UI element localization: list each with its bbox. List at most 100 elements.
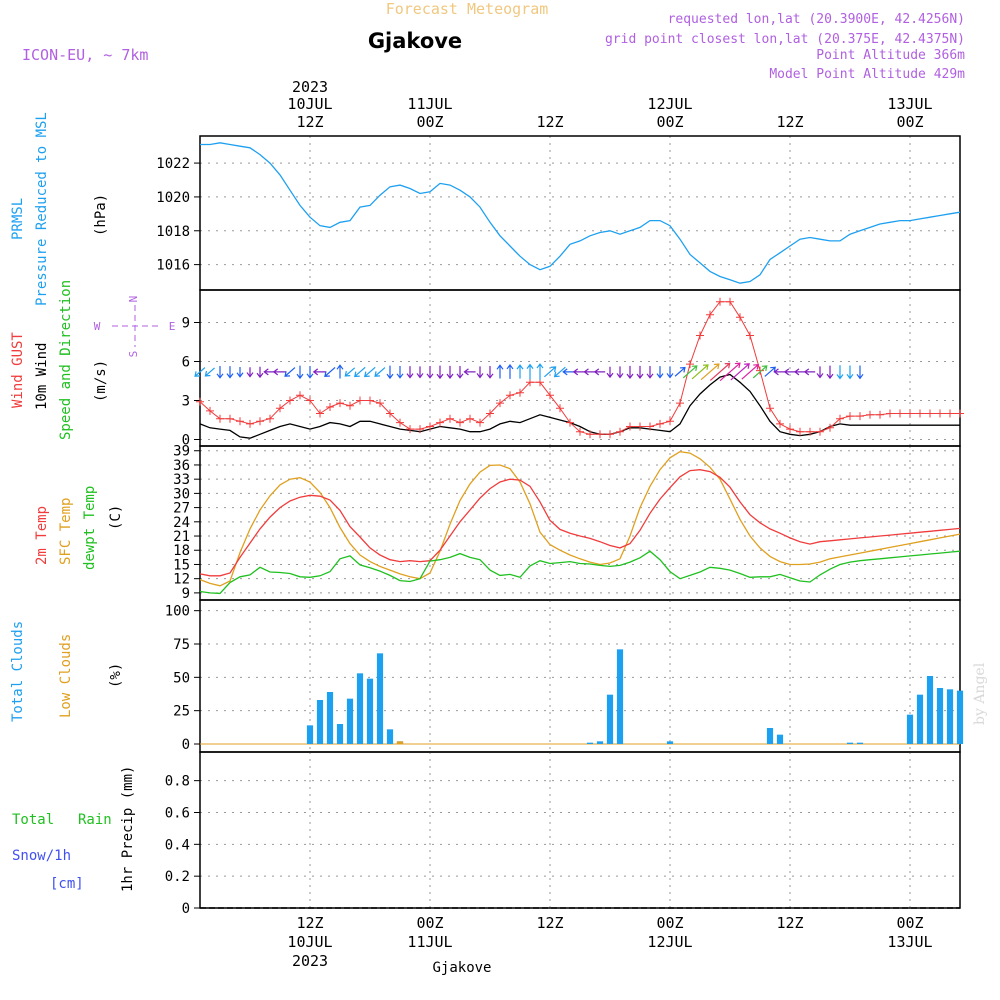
cloud-bar — [376, 653, 384, 744]
gust-marker — [346, 401, 354, 410]
temp-2m-label: 2m Temp — [34, 506, 50, 565]
temp-sfc-label: SFC Temp — [58, 498, 74, 565]
y-tick-label: 33 — [173, 472, 190, 488]
wind-arrow — [626, 365, 634, 379]
bottom-label-hour: 00Z — [896, 914, 923, 932]
compass-s: S — [127, 351, 140, 358]
compass-e: E — [169, 320, 176, 333]
cloud-bar — [846, 742, 854, 744]
pressure-line — [200, 142, 961, 284]
top-label-hour: 00Z — [416, 113, 443, 131]
temp-unit: (C) — [108, 505, 124, 530]
cloud-bar — [956, 690, 964, 744]
cloud-bar — [586, 742, 594, 744]
y-tick-label: 9 — [182, 316, 190, 332]
y-tick-label: 18 — [173, 543, 190, 559]
wind-arrow — [476, 366, 484, 379]
y-tick-label: 1016 — [156, 258, 190, 274]
cloud-bar — [936, 688, 944, 744]
gust-marker — [476, 418, 484, 427]
wind-arrow — [773, 368, 786, 376]
gust-marker — [556, 404, 564, 413]
cloud-bar — [666, 741, 674, 744]
gust-marker — [756, 366, 764, 375]
gust-marker — [376, 399, 384, 408]
cloud-bar — [906, 714, 914, 744]
gust-marker — [486, 409, 494, 418]
gust-marker — [866, 410, 874, 419]
bottom-label-day: 11JUL — [407, 933, 452, 951]
y-tick-label: 15 — [173, 557, 190, 573]
wind-arrow — [386, 365, 394, 380]
location-title: Gjakove — [368, 29, 462, 53]
bottom-label-day: 12JUL — [647, 933, 692, 951]
gust-marker — [876, 410, 884, 419]
precip-total-label: Total — [12, 812, 54, 828]
bottom-label-hour: 12Z — [776, 914, 803, 932]
wind-arrow — [752, 365, 768, 379]
cloud-bar — [346, 698, 354, 744]
wind-arrow — [856, 365, 864, 380]
wind-arrow — [226, 366, 234, 379]
gust-marker — [276, 404, 284, 413]
gust-marker — [266, 414, 274, 423]
wind-arrow — [354, 366, 366, 378]
wind-arrow — [846, 365, 854, 380]
clouds-panel: 0 25 50 75 100 — [165, 599, 964, 753]
low-clouds-label: Low Clouds — [58, 634, 74, 718]
wind-arrow — [783, 368, 796, 376]
gust-marker — [196, 397, 204, 406]
gust-marker — [426, 422, 434, 431]
panel-frame — [199, 599, 961, 753]
wind-arrow — [204, 367, 215, 377]
wind-arrow — [616, 366, 624, 379]
wind-arrow — [826, 365, 834, 380]
point-altitude: Point Altitude 366m — [816, 48, 965, 63]
wind-arrow — [526, 363, 534, 380]
requested-coords: requested lon,lat (20.3900E, 42.4256N) — [668, 12, 965, 27]
y-tick-label: 12 — [173, 572, 190, 588]
gust-marker — [736, 313, 744, 322]
wind-arrow — [606, 366, 614, 379]
precip-cm-label: [cm] — [50, 876, 84, 892]
cloud-bar — [616, 649, 624, 744]
y-tick-label: 0.6 — [165, 805, 190, 821]
wind-arrow — [324, 366, 336, 378]
gust-marker — [396, 418, 404, 427]
credit: by Angel — [972, 662, 988, 725]
gust-marker — [306, 396, 314, 405]
wind-arrow — [364, 366, 376, 378]
top-label-hour: 00Z — [656, 113, 683, 131]
y-tick-label: 0 — [182, 433, 190, 449]
gust-marker — [766, 404, 774, 413]
y-tick-label: 24 — [173, 515, 190, 531]
gust-marker — [746, 331, 754, 340]
wind-arrow — [374, 367, 386, 377]
gust-marker — [666, 417, 674, 426]
clouds-unit: (%) — [108, 663, 124, 688]
low-cloud-bar — [396, 741, 404, 744]
wind-arrow — [593, 368, 606, 376]
wind-arrow — [284, 367, 296, 377]
wind-arrow — [396, 366, 404, 379]
bottom-label-hour: 00Z — [416, 914, 443, 932]
grid-point-coords: grid point closest lon,lat (20.375E, 42.… — [605, 32, 965, 47]
cloud-bar — [926, 676, 934, 744]
wind-arrow — [194, 367, 206, 377]
wind-arrow — [730, 363, 750, 381]
gust-marker — [696, 331, 704, 340]
wind-gust-line — [199, 301, 960, 435]
wind-arrow — [463, 368, 476, 376]
gust-marker — [226, 414, 234, 423]
gust-marker — [586, 430, 594, 439]
bottom-label-year: 2023 — [292, 952, 328, 970]
gust-marker — [946, 409, 954, 418]
precip-rain-label: Rain — [78, 812, 112, 828]
gust-marker — [616, 427, 624, 436]
precip-unit: 1hr Precip (mm) — [120, 766, 136, 892]
t2m-line — [199, 469, 961, 577]
model-label: ICON-EU, ~ 7km — [22, 46, 148, 64]
